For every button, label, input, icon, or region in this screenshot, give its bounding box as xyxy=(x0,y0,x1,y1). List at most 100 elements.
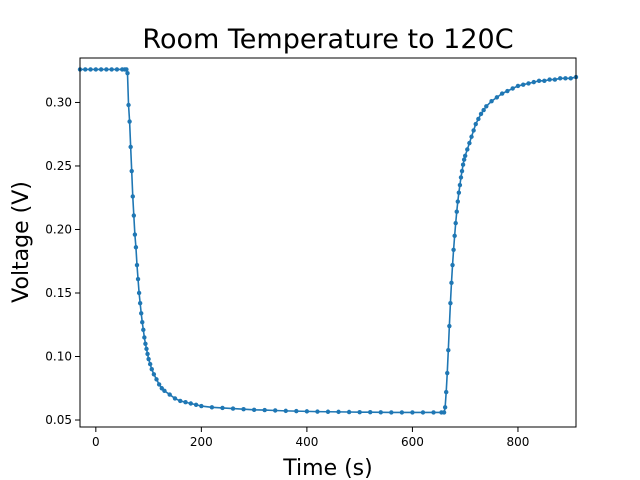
data-point xyxy=(126,102,131,108)
data-point xyxy=(141,327,146,333)
data-point xyxy=(346,409,352,415)
data-point xyxy=(467,140,472,146)
data-point xyxy=(510,86,515,91)
data-point xyxy=(499,91,505,96)
data-point xyxy=(563,76,568,81)
data-point xyxy=(445,370,450,376)
data-point xyxy=(144,346,149,352)
data-point xyxy=(172,396,178,401)
data-point xyxy=(145,351,150,357)
series-layer xyxy=(77,67,579,415)
data-point xyxy=(378,410,383,415)
data-point xyxy=(142,335,147,340)
data-point xyxy=(451,247,456,252)
data-point xyxy=(136,290,142,296)
data-point xyxy=(283,408,288,414)
data-point xyxy=(389,410,394,415)
x-tick-label: 800 xyxy=(507,435,530,449)
data-point xyxy=(273,408,278,413)
data-point xyxy=(505,88,510,94)
plot-area xyxy=(80,58,576,427)
data-point xyxy=(183,400,188,405)
data-point xyxy=(460,162,466,167)
data-point xyxy=(149,367,154,372)
data-point xyxy=(448,300,453,306)
data-point xyxy=(262,407,267,413)
data-point xyxy=(420,410,426,415)
data-point xyxy=(167,392,172,397)
x-axis: 0 200 400 600 800 xyxy=(92,427,529,449)
data-point xyxy=(146,356,151,362)
data-point xyxy=(452,233,457,239)
data-point xyxy=(444,389,449,395)
y-axis: 0.05 0.10 0.15 0.20 0.25 0.30 xyxy=(45,95,80,427)
y-tick-label: 0.05 xyxy=(45,413,72,427)
data-point xyxy=(442,405,448,410)
data-point xyxy=(489,98,494,104)
data-point xyxy=(129,168,134,174)
data-point xyxy=(325,409,331,414)
chart-title: Room Temperature to 120C xyxy=(142,24,513,55)
data-point xyxy=(83,67,88,72)
data-point xyxy=(399,410,405,415)
x-tick-label: 200 xyxy=(190,435,213,449)
data-point xyxy=(476,116,481,122)
data-point xyxy=(178,398,183,404)
data-point xyxy=(98,67,104,72)
data-point xyxy=(131,213,137,218)
x-axis-label: Time (s) xyxy=(282,456,372,480)
data-point xyxy=(450,262,455,268)
data-point xyxy=(304,409,310,414)
data-point xyxy=(104,67,109,72)
data-point xyxy=(521,82,526,87)
data-point xyxy=(199,403,204,409)
data-point xyxy=(447,323,452,329)
data-point xyxy=(536,78,542,84)
data-point xyxy=(135,276,141,282)
data-point xyxy=(125,71,130,76)
y-tick-label: 0.10 xyxy=(45,350,72,364)
y-tick-label: 0.20 xyxy=(45,222,72,236)
data-point xyxy=(478,111,484,117)
data-point xyxy=(469,134,474,139)
data-point xyxy=(140,320,145,325)
data-point xyxy=(368,409,373,415)
data-point xyxy=(357,409,362,415)
data-point xyxy=(552,77,558,82)
data-point xyxy=(193,402,199,407)
data-point xyxy=(526,81,531,86)
x-tick-label: 600 xyxy=(401,435,424,449)
y-tick-label: 0.25 xyxy=(45,159,72,173)
y-axis-label: Voltage (V) xyxy=(9,181,34,303)
data-point xyxy=(93,67,99,72)
data-point xyxy=(154,377,159,382)
data-point xyxy=(109,67,114,72)
y-tick-label: 0.15 xyxy=(45,286,72,300)
data-point xyxy=(162,388,167,393)
data-point xyxy=(515,83,521,89)
data-point xyxy=(453,220,458,226)
data-point xyxy=(139,311,144,316)
data-point xyxy=(127,119,132,124)
data-point xyxy=(458,175,464,180)
data-point xyxy=(481,107,486,113)
data-point xyxy=(251,407,257,413)
data-point xyxy=(188,401,194,406)
data-point xyxy=(449,280,454,286)
data-point xyxy=(459,168,465,174)
data-point xyxy=(446,347,451,353)
data-point xyxy=(462,153,468,159)
data-point xyxy=(410,410,415,415)
data-point xyxy=(143,341,148,346)
data-point xyxy=(88,67,93,72)
data-point xyxy=(557,76,563,81)
data-point xyxy=(431,410,436,415)
data-point xyxy=(114,67,120,72)
data-point xyxy=(156,382,162,387)
data-point xyxy=(455,199,460,204)
data-point xyxy=(531,79,536,85)
data-point xyxy=(542,78,547,84)
plot-frame xyxy=(79,57,577,428)
data-point xyxy=(454,209,459,214)
